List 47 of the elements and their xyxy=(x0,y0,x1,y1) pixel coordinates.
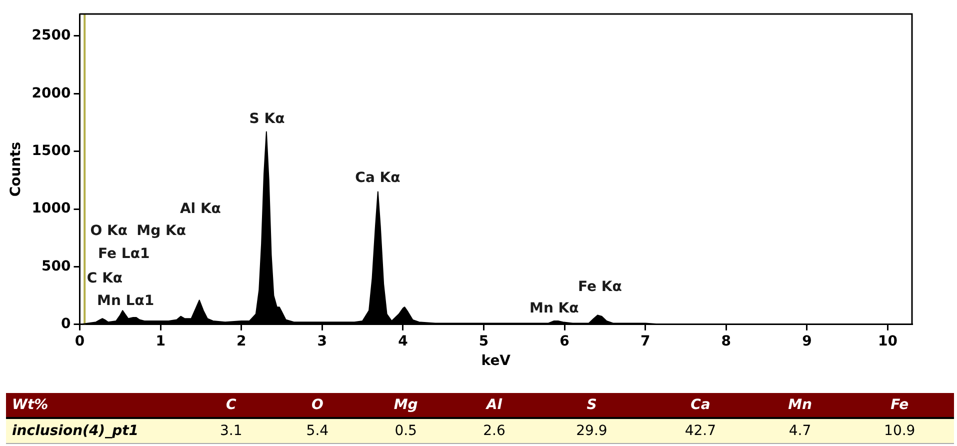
text: Mn xyxy=(754,393,846,418)
annotation: Mg Kα xyxy=(136,222,186,239)
text: Ca xyxy=(646,393,755,418)
y-axis-title: Counts xyxy=(8,142,24,197)
annotation: Ca Kα xyxy=(355,170,401,186)
text: 2.6 xyxy=(451,418,538,444)
x-tick-label: 9 xyxy=(802,333,812,350)
x-tick-label: 8 xyxy=(721,333,732,350)
annotation: Mn Lα1 xyxy=(97,292,154,309)
text: 42.7 xyxy=(646,418,755,444)
text: Al xyxy=(451,393,538,418)
annotation: Fe Lα1 xyxy=(98,246,150,262)
text: 3.1 xyxy=(188,418,274,444)
text: 0.5 xyxy=(360,418,452,444)
annotation: Mn Kα xyxy=(530,300,580,317)
annotation: O Kα xyxy=(90,222,128,239)
text: 5.4 xyxy=(274,418,361,444)
text: inclusion(4)_pt1 xyxy=(6,418,188,444)
x-tick-label: 6 xyxy=(560,333,570,350)
x-tick-label: 5 xyxy=(478,333,489,350)
annotation: Fe Kα xyxy=(578,278,622,295)
x-tick-label: 3 xyxy=(317,333,328,350)
annotation: Al Kα xyxy=(180,201,222,218)
x-tick-label: 7 xyxy=(640,333,650,350)
text: Fe xyxy=(845,393,954,418)
text: S xyxy=(537,393,646,418)
y-tick-label: 1500 xyxy=(32,142,72,159)
annotation: S Kα xyxy=(249,111,286,128)
text: 29.9 xyxy=(537,418,646,444)
y-tick-label: 2500 xyxy=(32,28,72,44)
x-axis-title: keV xyxy=(481,353,511,370)
x-tick-label: 0 xyxy=(74,333,85,350)
annotation: C Kα xyxy=(86,270,123,286)
x-tick-label: 4 xyxy=(398,333,408,350)
x-tick-label: 10 xyxy=(878,333,898,350)
text: C xyxy=(188,393,274,418)
text: 4.7 xyxy=(754,418,846,444)
text: Mg xyxy=(360,393,452,418)
text: Wt% xyxy=(6,393,188,418)
text: 10.9 xyxy=(845,418,954,444)
y-tick-label: 2000 xyxy=(32,85,72,102)
y-tick-label: 500 xyxy=(42,258,72,274)
y-tick-label: 0 xyxy=(61,316,72,332)
x-tick-label: 2 xyxy=(236,333,246,350)
x-tick-label: 1 xyxy=(156,333,166,350)
text: O xyxy=(274,393,361,418)
y-tick-label: 1000 xyxy=(32,200,72,217)
